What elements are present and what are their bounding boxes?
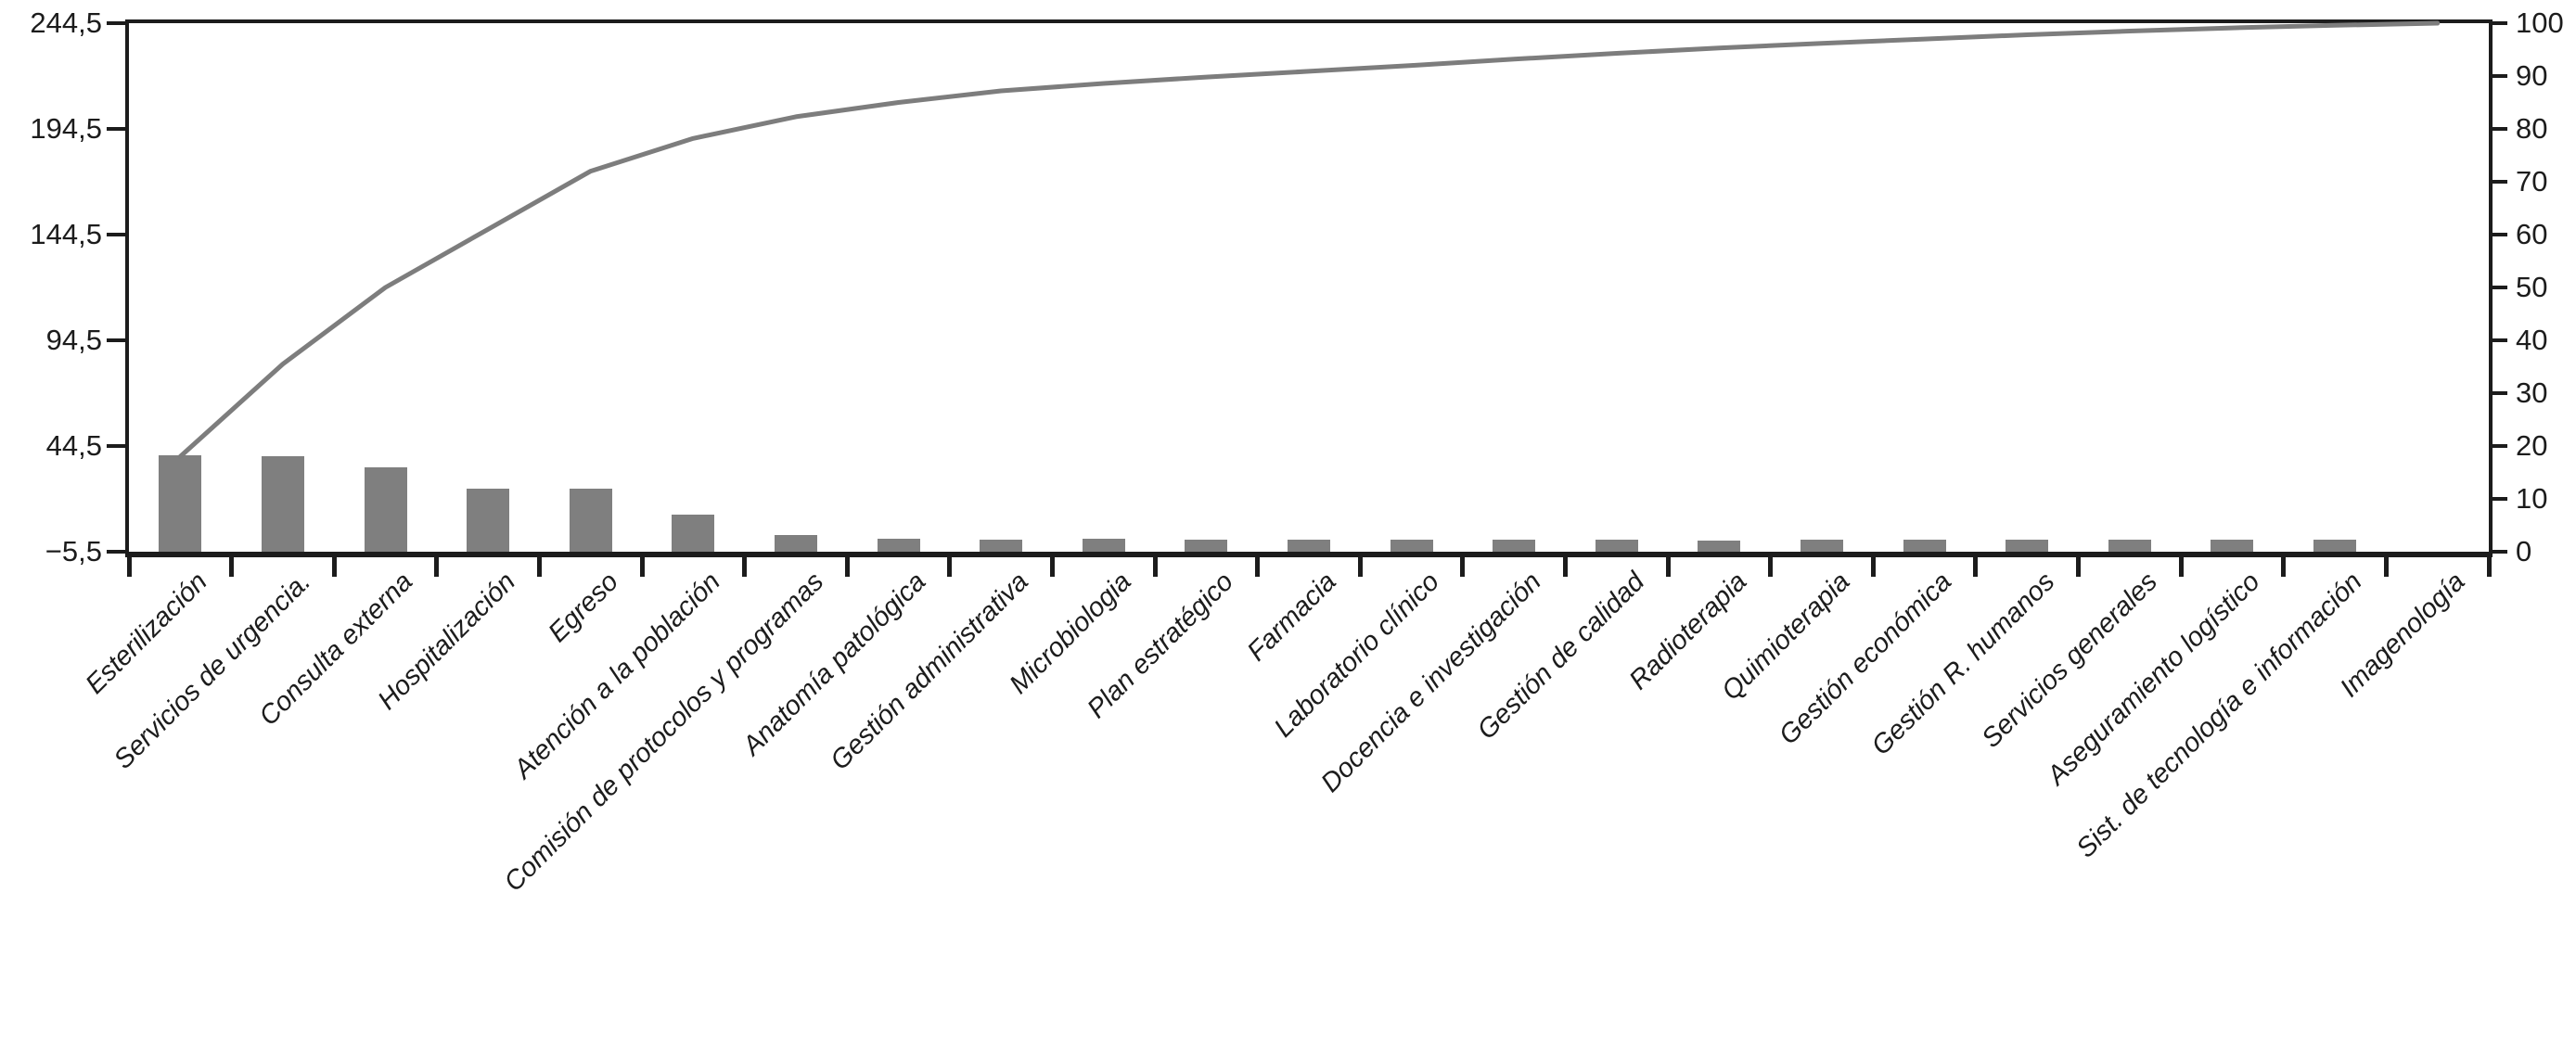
bar (261, 456, 304, 552)
x-tick (1870, 557, 1876, 577)
cumulative-line (177, 20, 2441, 459)
bar (2313, 540, 2357, 552)
plot-area (125, 19, 2493, 557)
y-right-tick-label: 70 (2516, 165, 2548, 198)
category-label: Gestión R. humanos (1865, 567, 2061, 761)
y-right-tick (2489, 391, 2507, 395)
bar (569, 489, 612, 552)
x-tick (1049, 557, 1055, 577)
category-label: Anatomía patológica (737, 567, 932, 761)
y-left-tick-label: 144,5 (30, 218, 102, 250)
x-tick (2486, 557, 2492, 577)
y-right-tick-label: 90 (2516, 59, 2548, 92)
bar (1595, 540, 1638, 552)
bar (1185, 539, 1228, 552)
bar (1082, 539, 1125, 552)
y-right-tick-label: 50 (2516, 271, 2548, 303)
bar (2108, 540, 2151, 552)
category-label: Egreso (543, 567, 624, 648)
y-right-tick (2489, 444, 2507, 448)
bar (2211, 539, 2254, 552)
x-tick (1152, 557, 1158, 577)
bar (364, 467, 407, 552)
y-left-tick (107, 21, 125, 25)
bar (1698, 540, 1741, 552)
y-right-tick (2489, 338, 2507, 342)
bar (774, 535, 817, 552)
x-tick (434, 557, 440, 577)
y-right-tick (2489, 21, 2507, 25)
bar (1801, 540, 1844, 552)
x-tick (2383, 557, 2389, 577)
y-right-tick-label: 20 (2516, 429, 2548, 462)
bar (1903, 539, 1946, 552)
category-label: Atención a la población (508, 567, 727, 784)
x-tick (2281, 557, 2287, 577)
bar (672, 514, 715, 552)
y-left-tick (107, 444, 125, 448)
y-left-tick-label: 244,5 (30, 6, 102, 39)
x-tick (844, 557, 850, 577)
y-right-tick (2489, 233, 2507, 236)
y-right-tick (2489, 286, 2507, 289)
bar (1390, 539, 1433, 552)
bar (877, 539, 920, 552)
y-left-tick-label: 44,5 (45, 429, 102, 462)
x-tick (947, 557, 953, 577)
x-tick (2076, 557, 2082, 577)
x-tick (2178, 557, 2184, 577)
y-right-tick-label: 0 (2516, 535, 2532, 567)
x-tick (1768, 557, 1774, 577)
y-right-tick (2489, 550, 2507, 554)
x-tick (1255, 557, 1261, 577)
y-left-tick (107, 127, 125, 131)
y-right-tick-label: 30 (2516, 376, 2548, 409)
y-right-tick-label: 40 (2516, 324, 2548, 356)
category-label: Aseguramiento logístico (2041, 567, 2266, 791)
x-tick (331, 557, 337, 577)
y-right-tick (2489, 74, 2507, 78)
y-right-tick-label: 100 (2516, 6, 2564, 39)
y-left-tick-label: 194,5 (30, 112, 102, 145)
y-right-tick (2489, 497, 2507, 501)
bar (467, 489, 510, 552)
x-tick (1460, 557, 1466, 577)
category-label: Farmacia (1241, 567, 1342, 668)
category-label: Servicios generales (1976, 567, 2163, 754)
bar (1493, 539, 1536, 552)
y-right-tick (2489, 180, 2507, 184)
y-left-tick (107, 338, 125, 342)
y-right-tick-label: 80 (2516, 112, 2548, 145)
y-right-tick (2489, 127, 2507, 131)
y-left-tick (107, 233, 125, 236)
x-tick (742, 557, 748, 577)
x-tick (639, 557, 645, 577)
cumulative-line-layer (177, 20, 2441, 459)
bar (980, 539, 1023, 552)
bar (1288, 540, 1330, 552)
x-tick (1973, 557, 1979, 577)
category-label: Gestión administrativa (825, 567, 1035, 776)
x-tick (1665, 557, 1671, 577)
bar (2006, 540, 2049, 552)
category-label: Servicios de urgencia. (108, 567, 316, 775)
y-right-tick-label: 60 (2516, 218, 2548, 250)
y-left-tick (107, 550, 125, 554)
y-left-tick-label: −5,5 (45, 535, 102, 567)
bar (159, 455, 202, 552)
x-tick (126, 557, 132, 577)
x-tick (229, 557, 235, 577)
category-label: Gestión económica (1774, 567, 1958, 751)
y-right-tick-label: 10 (2516, 482, 2548, 515)
x-tick (536, 557, 542, 577)
x-tick (1563, 557, 1569, 577)
y-left-tick-label: 94,5 (45, 324, 102, 356)
x-tick (1357, 557, 1363, 577)
